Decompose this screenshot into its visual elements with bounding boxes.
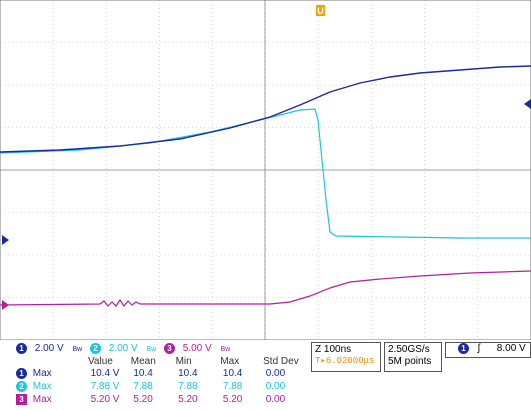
measurement-header: Value Mean Min Max Std Dev (88, 356, 313, 367)
channel-3-badge[interactable]: 3 (164, 343, 175, 354)
channel-2-scale[interactable]: 2.00 V (108, 343, 138, 355)
trigger-level: 8.00 V (496, 343, 526, 355)
sample-rate: 2.50GS/s (388, 344, 430, 355)
trigger-slope-icon: ʃ (477, 343, 481, 355)
timebase-readout[interactable]: Z 100ns T▸6.02000μs (311, 342, 381, 372)
header-std-dev: Std Dev (263, 356, 299, 367)
channel-scale-row: 1 2.00 V Bw 2 2.00 V Bw 3 5.00 V Bw (16, 343, 230, 354)
graticule: U (0, 0, 531, 340)
channel-3-trace (0, 270, 531, 308)
measurement-1-value: 10.4 V (90, 368, 120, 380)
trigger-readout[interactable]: 1 ʃ 8.00 V (445, 342, 531, 358)
record-length: 5M points (388, 356, 432, 367)
measurement-2-std: 0.00 (265, 381, 286, 393)
trigger-position-marker[interactable]: U (316, 5, 325, 16)
channel-1-ground-marker[interactable] (2, 235, 9, 245)
measurement-2-min: 7.88 (178, 381, 198, 393)
measurement-3-std: 0.00 (265, 394, 286, 406)
timebase-scale: Z 100ns (315, 344, 352, 355)
measurement-row-3[interactable]: 3 Max 5.20 V 5.20 5.20 5.20 0.00 (16, 394, 316, 405)
header-max: Max (220, 356, 240, 367)
header-min: Min (175, 356, 192, 367)
acquisition-readout[interactable]: 2.50GS/s 5M points (384, 342, 442, 372)
measurement-3-mean: 5.20 (133, 394, 153, 406)
measurement-1-mean: 10.4 (133, 368, 153, 380)
measurement-1-min: 10.4 (178, 368, 198, 380)
measurement-3-max: 5.20 (222, 394, 243, 406)
measurement-3-value: 5.20 V (90, 394, 120, 406)
measurement-3-channel-badge: 3 (16, 394, 27, 405)
measurement-2-label: Max (32, 381, 52, 393)
measurement-3-label: Max (32, 394, 52, 406)
measurement-2-value: 7.88 V (90, 381, 120, 393)
trigger-source-badge: 1 (458, 343, 469, 354)
channel-1-scale[interactable]: 2.00 V (34, 343, 64, 355)
channel-3-ground-marker[interactable] (2, 300, 9, 310)
readout-panel: 1 2.00 V Bw 2 2.00 V Bw 3 5.00 V Bw Z 10… (0, 340, 531, 410)
measurement-row-1[interactable]: 1 Max 10.4 V 10.4 10.4 10.4 0.00 (16, 368, 316, 379)
measurement-2-max: 7.88 (222, 381, 243, 393)
trigger-position-readout: T▸6.02000μs (315, 356, 375, 366)
header-value: Value (88, 356, 113, 367)
measurement-row-2[interactable]: 2 Max 7.88 V 7.88 7.88 7.88 0.00 (16, 381, 316, 392)
measurement-1-label: Max (32, 368, 52, 380)
channel-1-badge[interactable]: 1 (16, 343, 27, 354)
svg-text:U: U (317, 6, 324, 16)
measurement-1-std: 0.00 (265, 368, 286, 380)
trigger-level-marker[interactable] (524, 99, 531, 109)
measurement-2-mean: 7.88 (133, 381, 153, 393)
channel-2-trace (0, 108, 531, 239)
measurement-3-min: 5.20 (178, 394, 198, 406)
measurement-1-channel-badge: 1 (16, 368, 27, 379)
channel-3-scale[interactable]: 5.00 V (182, 343, 212, 355)
channel-2-badge[interactable]: 2 (90, 343, 101, 354)
waveform-display[interactable]: U (0, 0, 531, 340)
channel-1-trace (0, 65, 531, 153)
header-mean: Mean (130, 356, 156, 367)
channel-1-bw-limit-icon: Bw (72, 346, 83, 354)
channel-2-bw-limit-icon: Bw (146, 346, 157, 354)
channel-3-bw-limit-icon: Bw (220, 346, 231, 354)
measurement-1-max: 10.4 (222, 368, 243, 380)
measurement-2-channel-badge: 2 (16, 381, 27, 392)
